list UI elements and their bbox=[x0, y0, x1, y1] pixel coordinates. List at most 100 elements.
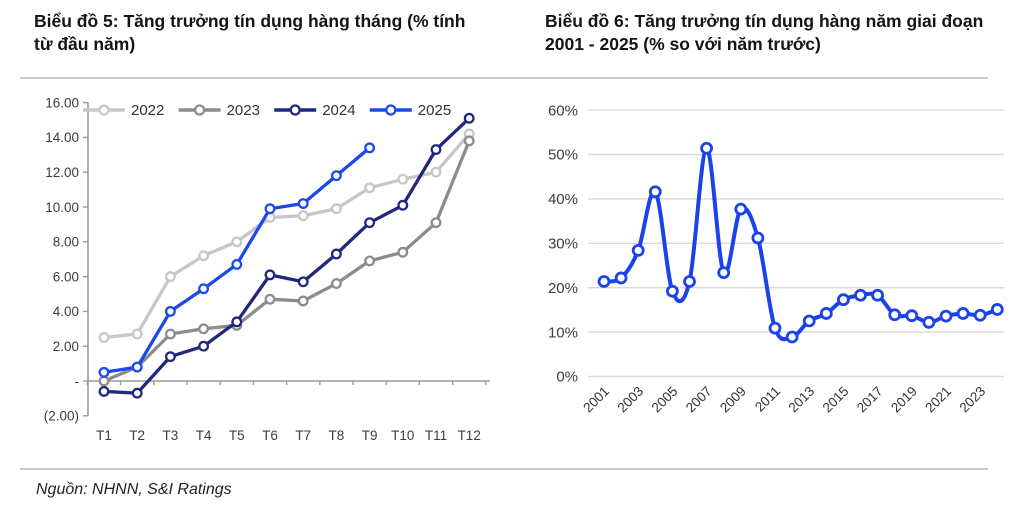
data-point-2024 bbox=[364, 217, 376, 229]
x-axis-label: 2021 bbox=[922, 384, 954, 416]
x-axis-label: 2011 bbox=[752, 384, 783, 415]
x-axis-label: 2019 bbox=[888, 384, 920, 416]
data-point-2022 bbox=[131, 328, 143, 340]
data-point-annual bbox=[819, 307, 833, 320]
data-point-annual bbox=[802, 314, 816, 328]
data-point-2025 bbox=[98, 366, 110, 378]
x-axis-label: 2007 bbox=[683, 384, 715, 416]
y-axis-label: 40% bbox=[548, 191, 578, 208]
data-point-2024 bbox=[164, 351, 176, 363]
legend-marker-dot-2022 bbox=[98, 104, 110, 116]
data-point-annual bbox=[631, 244, 645, 257]
data-point-annual bbox=[973, 308, 987, 322]
y-axis-label: 8.00 bbox=[53, 235, 79, 250]
x-axis-label: 2009 bbox=[717, 384, 749, 416]
annual-credit-growth-chart: 60% 50% 40% 30% 20% 10% 0%2001 2003 2005 2007 2009… bbox=[548, 102, 1004, 416]
x-axis-label: T9 bbox=[362, 428, 378, 443]
data-point-2022 bbox=[231, 236, 243, 248]
data-point-2025 bbox=[330, 170, 342, 182]
data-point-annual bbox=[922, 315, 936, 329]
source-note: Nguồn: NHNN, S&I Ratings bbox=[36, 481, 232, 498]
data-point-2022 bbox=[198, 250, 210, 262]
chart6-title: Biểu đồ 6: Tăng trưởng tín dụng hàng năm… bbox=[545, 11, 984, 55]
legend-marker-dot-2025 bbox=[385, 104, 397, 116]
data-point-2024 bbox=[264, 269, 276, 281]
data-point-2024 bbox=[231, 316, 243, 328]
data-point-2023 bbox=[364, 255, 376, 267]
data-point-annual bbox=[785, 330, 799, 344]
data-point-annual bbox=[700, 141, 714, 155]
data-point-annual bbox=[990, 303, 1004, 316]
legend-label-2022: 2022 bbox=[131, 102, 164, 119]
x-axis-label: T7 bbox=[295, 428, 311, 443]
data-point-2022 bbox=[297, 210, 309, 222]
legend-label-2024: 2024 bbox=[322, 102, 355, 119]
data-point-2023 bbox=[430, 217, 442, 229]
x-axis-label: 2023 bbox=[956, 384, 988, 416]
x-axis-label: T5 bbox=[229, 428, 245, 443]
data-point-2023 bbox=[164, 328, 176, 340]
y-axis-label: 2.00 bbox=[53, 339, 79, 354]
data-point-annual bbox=[836, 293, 850, 307]
x-axis-label: 2013 bbox=[785, 384, 817, 416]
chart5-title: Biểu đồ 5: Tăng trưởng tín dụng hàng thá… bbox=[34, 11, 466, 55]
data-point-2025 bbox=[297, 198, 309, 209]
x-axis-label: T4 bbox=[196, 428, 212, 443]
x-axis-label: T2 bbox=[129, 428, 145, 443]
data-point-2023 bbox=[463, 135, 475, 147]
data-point-2022 bbox=[397, 173, 409, 185]
data-point-2022 bbox=[330, 203, 342, 215]
data-point-annual bbox=[854, 288, 867, 302]
data-point-2025 bbox=[164, 305, 176, 317]
data-point-2025 bbox=[198, 283, 210, 295]
data-point-annual bbox=[751, 231, 765, 245]
x-axis-label: T8 bbox=[329, 428, 345, 443]
footer-divider bbox=[20, 468, 988, 470]
y-axis-label: 60% bbox=[548, 102, 578, 119]
data-point-2024 bbox=[430, 144, 442, 156]
title-divider bbox=[20, 77, 988, 79]
data-point-2023 bbox=[297, 295, 309, 307]
y-axis-label: (2.00) bbox=[44, 409, 79, 424]
data-point-2024 bbox=[330, 248, 342, 260]
y-axis-label: 0% bbox=[556, 369, 578, 386]
data-point-2025 bbox=[364, 142, 376, 154]
y-axis-label: 20% bbox=[548, 280, 578, 297]
data-point-annual bbox=[871, 288, 885, 302]
data-point-annual bbox=[905, 309, 919, 323]
x-axis-label: T1 bbox=[96, 428, 112, 443]
y-axis-label: 12.00 bbox=[45, 165, 79, 180]
data-point-2025 bbox=[131, 361, 143, 373]
data-point-annual bbox=[648, 185, 662, 199]
data-point-annual bbox=[888, 308, 902, 322]
y-axis-label: 10% bbox=[548, 324, 578, 341]
x-axis-label: 2015 bbox=[820, 384, 852, 416]
data-point-annual bbox=[939, 309, 953, 323]
x-axis-label: T3 bbox=[163, 428, 179, 443]
data-point-2025 bbox=[264, 203, 276, 215]
data-point-2024 bbox=[198, 340, 210, 352]
data-point-annual bbox=[683, 275, 696, 288]
x-axis-label: T6 bbox=[262, 428, 278, 443]
data-point-2024 bbox=[463, 112, 475, 124]
data-point-annual bbox=[665, 284, 679, 298]
legend-label-2025: 2025 bbox=[418, 102, 451, 119]
y-axis-label: 30% bbox=[548, 236, 578, 253]
y-axis-label: 6.00 bbox=[53, 269, 79, 284]
legend-label-2023: 2023 bbox=[227, 102, 260, 119]
data-point-annual bbox=[956, 307, 970, 320]
data-point-annual bbox=[614, 271, 628, 285]
data-point-2024 bbox=[297, 276, 309, 288]
series-line-2024 bbox=[102, 116, 471, 395]
legend-marker-dot-2023 bbox=[193, 104, 206, 116]
data-point-2022 bbox=[430, 166, 442, 178]
data-point-2023 bbox=[198, 323, 210, 335]
data-point-2022 bbox=[98, 332, 110, 343]
data-point-2022 bbox=[364, 182, 376, 194]
data-point-2024 bbox=[397, 199, 409, 211]
x-axis-label: 2001 bbox=[580, 384, 612, 416]
y-axis-label: 10.00 bbox=[45, 200, 79, 215]
data-point-annual bbox=[717, 266, 731, 280]
x-axis-label: T12 bbox=[458, 428, 481, 443]
